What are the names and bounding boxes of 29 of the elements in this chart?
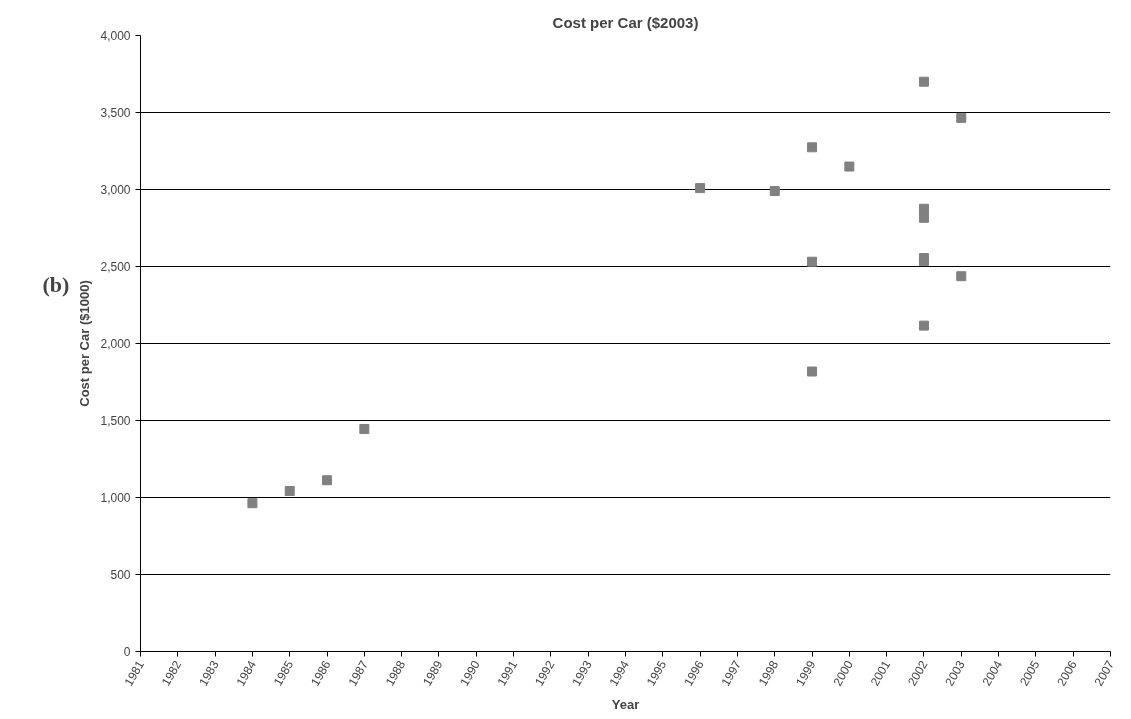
- y-tick-label: 2,500: [100, 260, 131, 274]
- point: [918, 203, 929, 214]
- point: [956, 112, 967, 123]
- point: [695, 183, 706, 194]
- y-tick-label: 1,000: [100, 491, 131, 505]
- y-tick-label: 1,500: [100, 414, 131, 428]
- y-tick-label: 4,000: [100, 29, 131, 43]
- y-tick-label: 0: [123, 645, 131, 659]
- point: [807, 142, 818, 153]
- point: [918, 212, 929, 223]
- point: [284, 486, 295, 497]
- point: [918, 76, 929, 87]
- y-tick-label: 500: [110, 568, 131, 582]
- point: [918, 320, 929, 331]
- chart-title: Cost per Car ($2003): [552, 13, 699, 31]
- y-tick-label: 3,000: [100, 183, 131, 197]
- x-axis-title: Year: [611, 697, 640, 713]
- point: [807, 366, 818, 377]
- y-tick-label: 3,500: [100, 106, 131, 120]
- point: [956, 271, 967, 282]
- y-tick-label: 2,000: [100, 337, 131, 351]
- point: [844, 161, 855, 172]
- point: [322, 475, 333, 486]
- point: [247, 498, 258, 509]
- point: [359, 423, 370, 434]
- point: [807, 256, 818, 267]
- point: [769, 186, 780, 197]
- y-axis-title: Cost per Car ($1000): [77, 280, 93, 407]
- text: (b): [42, 271, 70, 297]
